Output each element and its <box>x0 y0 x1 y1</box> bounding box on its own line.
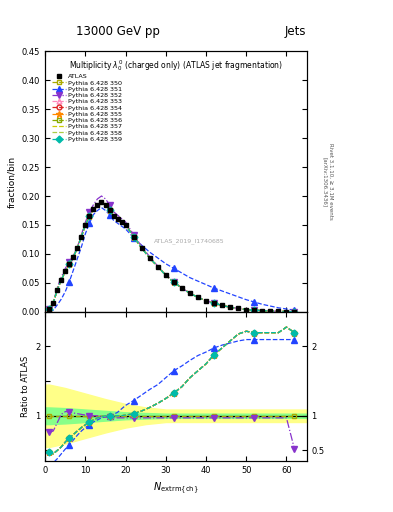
Y-axis label: fraction/bin: fraction/bin <box>7 156 16 207</box>
Y-axis label: Ratio to ATLAS: Ratio to ATLAS <box>20 356 29 417</box>
Text: Multiplicity $\lambda_0^0$ (charged only) (ATLAS jet fragmentation): Multiplicity $\lambda_0^0$ (charged only… <box>69 58 283 73</box>
Text: 13000 GeV pp: 13000 GeV pp <box>76 26 160 38</box>
Text: ATLAS_2019_I1740685: ATLAS_2019_I1740685 <box>154 239 224 244</box>
Legend: ATLAS, Pythia 6.428 350, Pythia 6.428 351, Pythia 6.428 352, Pythia 6.428 353, P: ATLAS, Pythia 6.428 350, Pythia 6.428 35… <box>51 73 124 143</box>
Y-axis label: Rivet 3.1.10, ≥ 3.1M events
[arXiv:1306.3436]: Rivet 3.1.10, ≥ 3.1M events [arXiv:1306.… <box>323 143 333 220</box>
X-axis label: $N_{\rm extrm\{ch\}}$: $N_{\rm extrm\{ch\}}$ <box>153 480 199 496</box>
Text: Jets: Jets <box>285 26 307 38</box>
